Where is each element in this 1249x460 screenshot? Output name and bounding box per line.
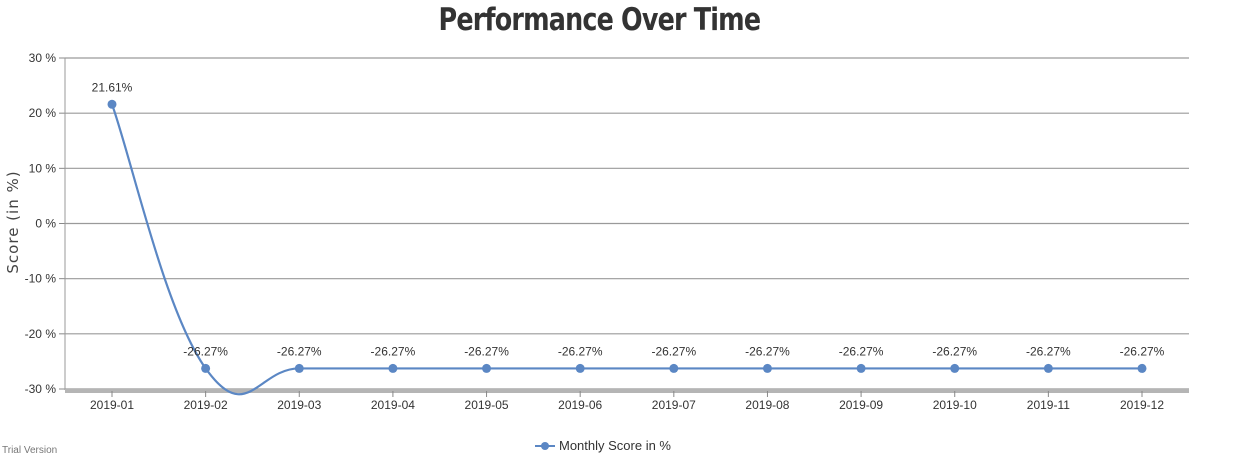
x-tick-label: 2019-12 [1120, 398, 1164, 412]
y-tick-label: -10 % [25, 272, 57, 286]
data-label: -26.27% [277, 344, 322, 358]
y-tick-label: 0 % [35, 217, 56, 231]
data-label: -26.27% [745, 344, 790, 358]
x-tick-label: 2019-05 [465, 398, 509, 412]
y-tick-label: -30 % [25, 382, 57, 396]
data-point[interactable] [482, 363, 492, 373]
x-tick-label: 2019-06 [558, 398, 602, 412]
y-tick-label: 10 % [29, 161, 57, 175]
legend[interactable]: Monthly Score in % [535, 438, 671, 453]
series-monthly-score [107, 99, 1147, 396]
data-label: -26.27% [371, 344, 416, 358]
data-point[interactable] [762, 363, 772, 373]
data-label: -26.27% [839, 344, 884, 358]
y-tick-label: -20 % [25, 327, 57, 341]
x-tick-label: 2019-08 [745, 398, 789, 412]
data-point[interactable] [669, 363, 679, 373]
x-tick-label: 2019-07 [652, 398, 696, 412]
chart-title: Performance Over Time [438, 2, 762, 38]
data-label: -26.27% [651, 344, 696, 358]
data-point[interactable] [388, 363, 398, 373]
y-tick-label: 30 % [29, 51, 57, 65]
data-label: -26.27% [932, 344, 977, 358]
data-label: -26.27% [1026, 344, 1071, 358]
series-line [110, 103, 1142, 396]
data-label: -26.27% [183, 344, 228, 358]
x-tick-label: 2019-01 [90, 398, 134, 412]
legend-label: Monthly Score in % [559, 438, 671, 453]
gridlines [65, 57, 1189, 390]
data-label: -26.27% [464, 344, 509, 358]
x-tick-label: 2019-02 [184, 398, 228, 412]
x-tick-label: 2019-10 [933, 398, 977, 412]
data-point[interactable] [201, 363, 211, 373]
data-label: 21.61% [92, 80, 133, 94]
watermark-text: Trial Version [2, 445, 58, 456]
x-tick-label: 2019-11 [1027, 398, 1070, 412]
x-tick-label: 2019-03 [277, 398, 321, 412]
data-point[interactable] [107, 99, 117, 109]
x-tick-label: 2019-09 [839, 398, 883, 412]
x-tick-label: 2019-04 [371, 398, 415, 412]
y-axis-title: Score (in %) [4, 170, 22, 273]
y-axis: 30 % 20 % 10 % 0 % -10 % -20 % -30 % [25, 51, 66, 396]
data-point[interactable] [575, 363, 585, 373]
data-point[interactable] [1043, 363, 1053, 373]
data-label: -26.27% [558, 344, 603, 358]
data-labels: 21.61% -26.27% -26.27% -26.27% -26.27% -26.27… [92, 80, 1165, 358]
y-tick-label: 20 % [29, 106, 57, 120]
legend-line-marker-icon [535, 440, 555, 452]
data-label: -26.27% [1120, 344, 1165, 358]
data-point[interactable] [950, 363, 960, 373]
data-point[interactable] [294, 363, 304, 373]
data-point[interactable] [856, 363, 866, 373]
data-point[interactable] [1137, 363, 1147, 373]
